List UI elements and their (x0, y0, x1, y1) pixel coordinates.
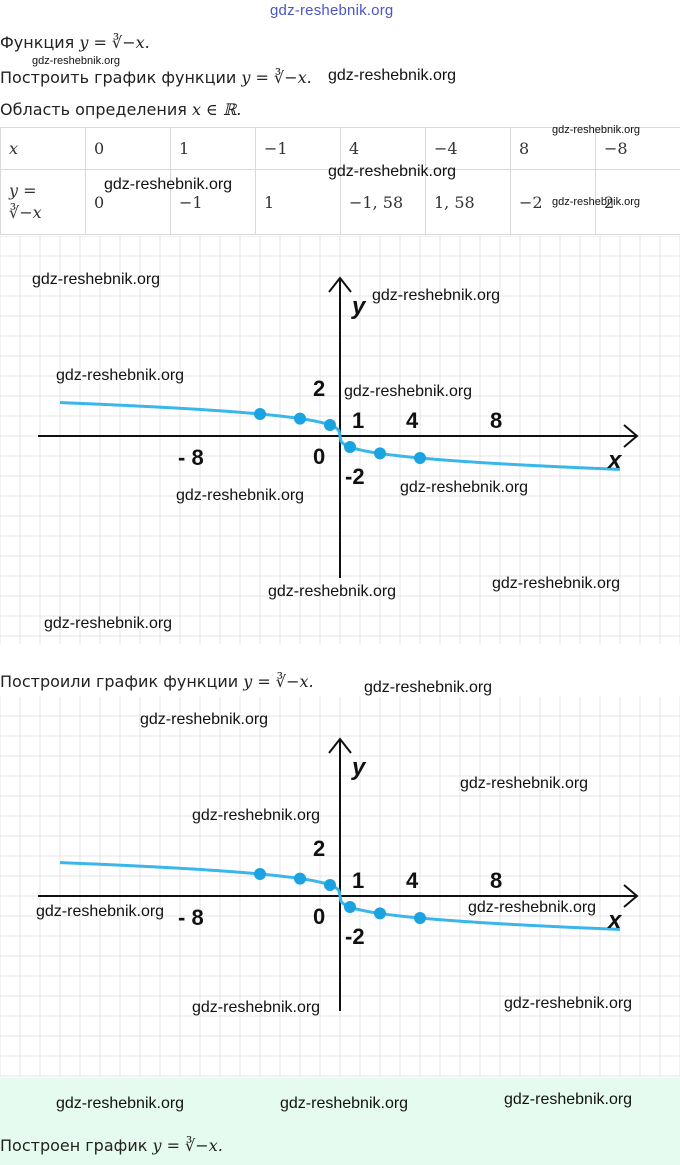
watermark-top: gdz-reshebnik.org (270, 2, 394, 19)
row-y-label-top: y = (9, 181, 37, 200)
watermark: gdz-reshebnik.org (328, 163, 457, 180)
table-cell: 1 (170, 127, 256, 170)
function-formula: y = ∛−x. (79, 33, 150, 52)
table-row: y = ∛−x 0 −1 1 −1, 58 1, 58 −2 2 (0, 169, 680, 235)
tick-label-2: 2 (313, 836, 325, 861)
function-curve (59, 861, 621, 931)
watermark: gdz-reshebnik.org (328, 67, 457, 84)
x-axis-label: x (606, 447, 623, 474)
watermark: gdz-reshebnik.org (192, 999, 321, 1016)
build-prefix: Построить график функции (0, 68, 237, 87)
tick-label-minus-2: -2 (345, 464, 365, 489)
watermark: gdz-reshebnik.org (492, 575, 621, 592)
x-axis-arrow (623, 424, 639, 448)
table-cell: 0 (85, 127, 171, 170)
tick-label-minus-8: - 8 (178, 445, 204, 470)
data-point (294, 412, 306, 425)
table-cell: 0 (85, 169, 171, 235)
watermark: gdz-reshebnik.org (400, 479, 529, 496)
y-axis-arrow (328, 276, 352, 293)
x-axis-label: x (606, 907, 623, 934)
domain-formula: x ∈ ℝ. (191, 100, 242, 119)
watermark: gdz-reshebnik.org (140, 711, 269, 728)
y-axis-label: y (351, 754, 367, 781)
built-formula: y = ∛−x. (243, 672, 314, 691)
watermark: gdz-reshebnik.org (364, 679, 493, 696)
built-line: Построили график функции y = ∛−x. (0, 672, 314, 691)
build-formula: y = ∛−x. (241, 68, 312, 87)
data-point (294, 872, 306, 885)
watermark: gdz-reshebnik.org (176, 487, 305, 504)
result-line: Построен график y = ∛−x. (0, 1136, 223, 1155)
watermark: gdz-reshebnik.org (460, 775, 589, 792)
row-y-label: y = ∛−x (0, 169, 86, 235)
domain-prefix: Область определения (0, 100, 187, 119)
watermark: gdz-reshebnik.org (44, 615, 173, 632)
y-axis-label: y (351, 293, 367, 320)
watermark: gdz-reshebnik.org (504, 995, 633, 1012)
table-row: x 0 1 −1 4 −4 8 −8 (0, 127, 680, 170)
function-line: Функция y = ∛−x. (0, 33, 150, 52)
data-point (344, 901, 356, 913)
table-cell: 1, 58 (425, 169, 511, 235)
tick-label-1: 1 (352, 408, 364, 433)
built-prefix: Построили график функции (0, 672, 239, 691)
watermark: gdz-reshebnik.org (344, 383, 473, 400)
values-table: x 0 1 −1 4 −4 8 −8 y = ∛−x 0 −1 1 −1, 58… (0, 127, 680, 235)
table-cell: 4 (340, 127, 426, 170)
watermark: gdz-reshebnik.org (268, 583, 397, 600)
data-point (374, 447, 386, 460)
watermark: gdz-reshebnik.org (552, 196, 641, 208)
tick-label-minus-8: - 8 (178, 905, 204, 930)
y-axis-arrow (328, 737, 352, 754)
data-point (324, 419, 336, 431)
tick-label-1: 1 (352, 868, 364, 893)
watermark: gdz-reshebnik.org (468, 899, 597, 916)
result-panel (0, 1078, 680, 1165)
row-x-label: x (0, 127, 86, 170)
table-cell: 8 (510, 127, 596, 170)
watermark: gdz-reshebnik.org (192, 807, 321, 824)
tick-label-4: 4 (406, 408, 419, 433)
data-point (414, 912, 426, 924)
data-point (324, 879, 336, 891)
watermark: gdz-reshebnik.org (32, 55, 121, 67)
data-point (344, 441, 356, 453)
function-curve (59, 401, 621, 471)
data-point (414, 452, 426, 464)
data-point (254, 408, 266, 420)
watermark: gdz-reshebnik.org (32, 271, 161, 288)
table-cell: −1 (170, 169, 256, 235)
tick-label-2: 2 (313, 376, 325, 401)
watermark: gdz-reshebnik.org (504, 1091, 633, 1108)
origin-label: 0 (313, 444, 325, 469)
watermark: gdz-reshebnik.org (372, 287, 501, 304)
row-y-label-bottom: ∛−x (9, 203, 42, 222)
watermark: gdz-reshebnik.org (280, 1095, 409, 1112)
watermark: gdz-reshebnik.org (552, 124, 641, 136)
data-point (374, 907, 386, 920)
tick-label-8: 8 (490, 408, 502, 433)
build-line: Построить график функции y = ∛−x. (0, 68, 312, 87)
graph-1: y x 2 1 4 8 0 - 8 -2 (0, 236, 680, 644)
domain-line: Область определения x ∈ ℝ. (0, 100, 241, 119)
table-cell: −8 (595, 127, 680, 170)
data-point (254, 868, 266, 880)
tick-label-4: 4 (406, 868, 419, 893)
table-cell: 2 (595, 169, 680, 235)
origin-label: 0 (313, 904, 325, 929)
tick-label-minus-2: -2 (345, 924, 365, 949)
table-cell: −4 (425, 127, 511, 170)
watermark: gdz-reshebnik.org (56, 1095, 185, 1112)
result-formula: y = ∛−x. (152, 1136, 223, 1155)
function-prefix: Функция (0, 33, 75, 52)
tick-label-8: 8 (490, 868, 502, 893)
x-axis-arrow (623, 884, 639, 908)
watermark: gdz-reshebnik.org (104, 176, 233, 193)
graph-2: y x 2 1 4 8 0 - 8 -2 (0, 697, 680, 1077)
result-prefix: Построен график (0, 1136, 148, 1155)
watermark: gdz-reshebnik.org (56, 367, 185, 384)
watermark: gdz-reshebnik.org (36, 903, 165, 920)
